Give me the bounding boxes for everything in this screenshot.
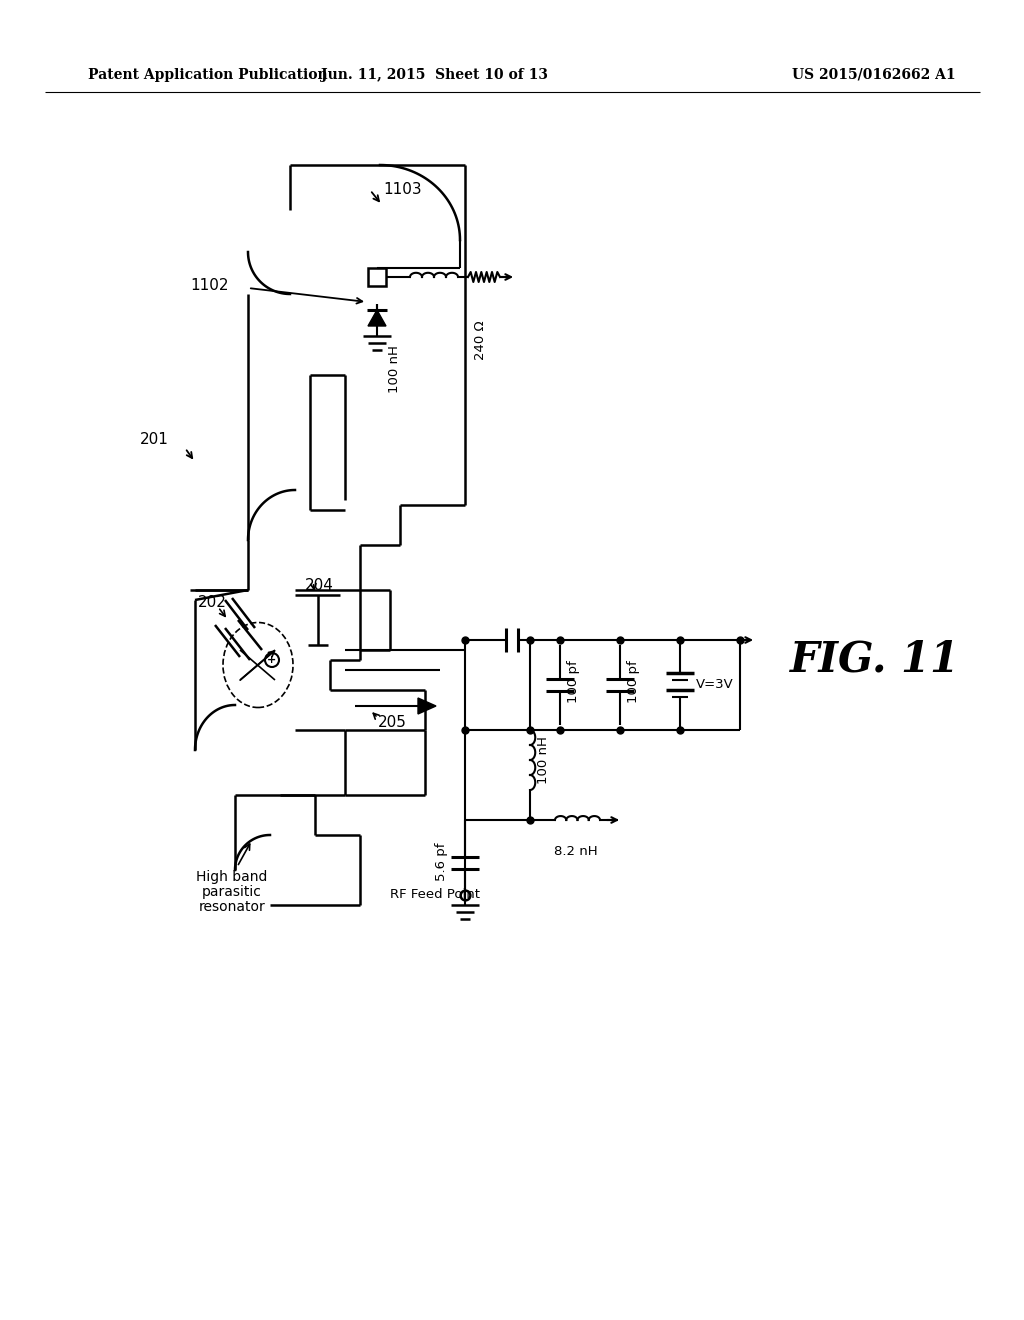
Text: 100 nH: 100 nH	[537, 737, 550, 784]
Polygon shape	[418, 698, 436, 714]
Text: High band: High band	[197, 870, 267, 884]
Text: 202: 202	[198, 595, 227, 610]
Text: 100 pf: 100 pf	[567, 660, 580, 704]
Text: 1102: 1102	[190, 279, 228, 293]
Text: 240 Ω: 240 Ω	[473, 319, 486, 359]
Text: 100 pf: 100 pf	[627, 660, 640, 704]
Polygon shape	[368, 310, 386, 326]
Text: resonator: resonator	[199, 900, 265, 913]
Text: 5.6 pf: 5.6 pf	[435, 842, 449, 882]
Text: 8.2 nH: 8.2 nH	[554, 845, 598, 858]
Text: Patent Application Publication: Patent Application Publication	[88, 69, 328, 82]
Text: 1103: 1103	[383, 182, 422, 197]
Text: RF Feed Point: RF Feed Point	[390, 888, 480, 902]
Text: Jun. 11, 2015  Sheet 10 of 13: Jun. 11, 2015 Sheet 10 of 13	[322, 69, 549, 82]
Text: 205: 205	[378, 715, 407, 730]
Text: V=3V: V=3V	[696, 678, 734, 692]
Text: 100 nH: 100 nH	[388, 345, 401, 393]
Text: 201: 201	[140, 432, 169, 447]
Bar	[368, 268, 386, 286]
Text: FIG. 11: FIG. 11	[790, 639, 961, 681]
Text: US 2015/0162662 A1: US 2015/0162662 A1	[792, 69, 955, 82]
Text: parasitic: parasitic	[202, 884, 262, 899]
Text: 204: 204	[305, 578, 334, 593]
Text: +: +	[267, 655, 276, 665]
